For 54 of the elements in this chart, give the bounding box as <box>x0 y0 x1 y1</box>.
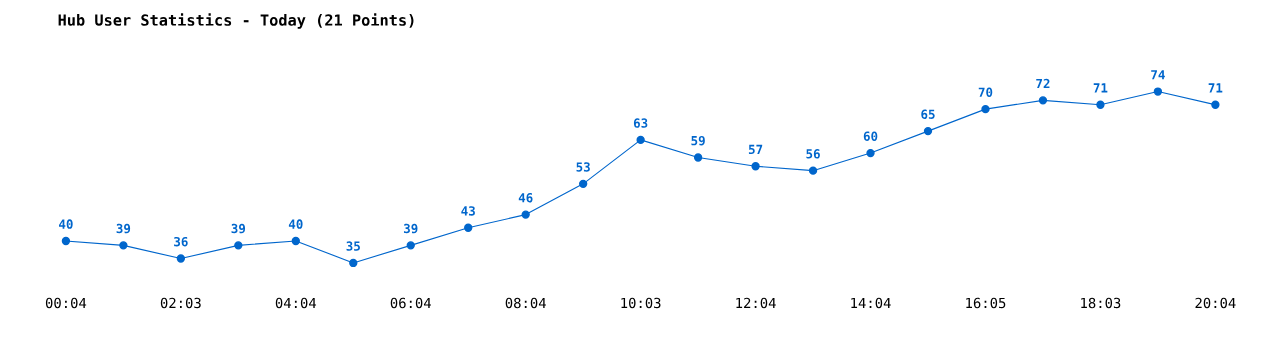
data-label: 71 <box>1093 83 1108 93</box>
point <box>1211 100 1220 109</box>
point <box>406 241 415 250</box>
point <box>1096 100 1105 109</box>
point <box>61 236 71 246</box>
point <box>464 223 473 232</box>
data-label: 39 <box>231 223 246 234</box>
point <box>981 104 990 114</box>
data-label: 57 <box>748 144 763 155</box>
data-label: 71 <box>1208 83 1223 93</box>
data-label: 60 <box>863 131 878 141</box>
point <box>349 258 358 268</box>
data-label: 35 <box>346 241 360 251</box>
x-tick-label: 06:04 <box>390 297 431 309</box>
point <box>751 162 760 171</box>
point <box>1038 96 1048 105</box>
point <box>119 241 128 250</box>
data-label: 40 <box>288 219 303 229</box>
point <box>808 166 818 175</box>
x-tick-label: 16:05 <box>966 297 1006 309</box>
x-tick-label: 02:03 <box>160 297 201 309</box>
point <box>176 254 186 263</box>
data-label: 53 <box>576 162 590 172</box>
chart-title: Hub User Statistics - Today (21 Points) <box>58 13 414 29</box>
point <box>693 153 703 162</box>
point <box>578 179 588 189</box>
data-label: 63 <box>633 118 648 128</box>
point <box>291 236 300 246</box>
x-tick-label: 20:04 <box>1195 297 1236 309</box>
data-label: 56 <box>806 149 820 159</box>
data-label: 40 <box>59 219 73 229</box>
x-tick-label: 04:04 <box>275 297 317 309</box>
point <box>636 135 645 145</box>
x-tick-label: 08:04 <box>505 297 546 309</box>
data-label: 36 <box>174 236 188 247</box>
data-label: 70 <box>978 87 993 97</box>
data-label: 59 <box>691 135 705 146</box>
x-tick-label: 14:04 <box>851 297 891 309</box>
point <box>1153 87 1163 96</box>
data-label: 72 <box>1036 78 1050 89</box>
x-tick-label: 00:04 <box>45 297 87 309</box>
x-tick-label: 12:04 <box>736 297 776 309</box>
point <box>866 148 875 158</box>
data-label: 46 <box>518 193 533 203</box>
point <box>923 126 933 136</box>
data-label: 39 <box>403 223 418 234</box>
data-label: 65 <box>921 109 935 119</box>
point <box>521 210 530 219</box>
data-label: 43 <box>461 206 475 216</box>
point <box>234 241 243 250</box>
data-label: 39 <box>116 223 131 234</box>
x-tick-label: 10:03 <box>621 297 661 309</box>
data-label: 74 <box>1151 70 1165 80</box>
x-tick-label: 18:03 <box>1081 297 1121 309</box>
